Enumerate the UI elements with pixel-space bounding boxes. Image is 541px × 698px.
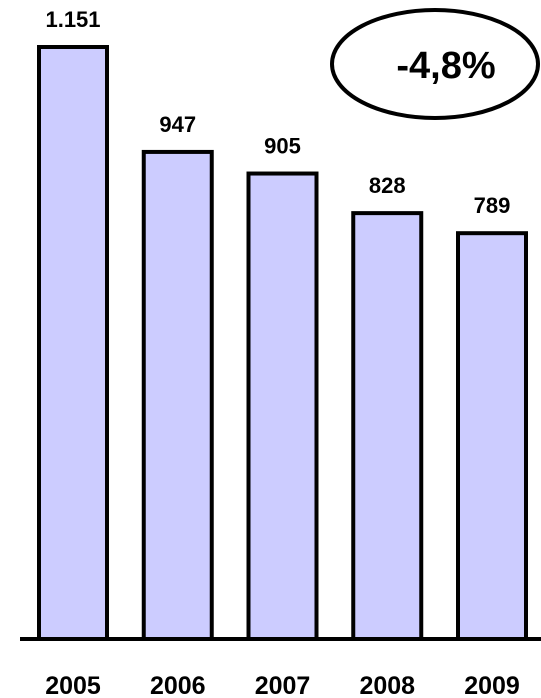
value-label-2006: 947 <box>159 112 196 137</box>
value-label-2005: 1.151 <box>45 7 100 32</box>
bar-2008 <box>351 211 424 642</box>
bar-2007 <box>246 171 319 642</box>
x-tick-label-2008: 2008 <box>359 672 415 698</box>
x-tick-label-2009: 2009 <box>464 672 520 698</box>
bars-group <box>37 45 528 642</box>
x-tick-label-2006: 2006 <box>150 672 206 698</box>
x-tick-label-2007: 2007 <box>255 672 311 698</box>
change-annotation-text: -4,8% <box>396 45 495 87</box>
change-annotation: -4,8% <box>330 8 540 120</box>
value-label-2007: 905 <box>264 134 301 159</box>
x-tick-labels-group: 2005 2006 2007 2008 2009 <box>45 672 520 698</box>
change-annotation-ellipse <box>330 8 540 120</box>
bar-2006 <box>141 149 214 641</box>
value-labels-group: 1.151 947 905 828 789 <box>45 7 510 218</box>
bar-2009 <box>456 231 528 642</box>
value-label-2008: 828 <box>369 173 406 198</box>
value-label-2009: 789 <box>474 193 511 218</box>
x-tick-label-2005: 2005 <box>45 672 101 698</box>
bar-2005 <box>37 45 109 641</box>
